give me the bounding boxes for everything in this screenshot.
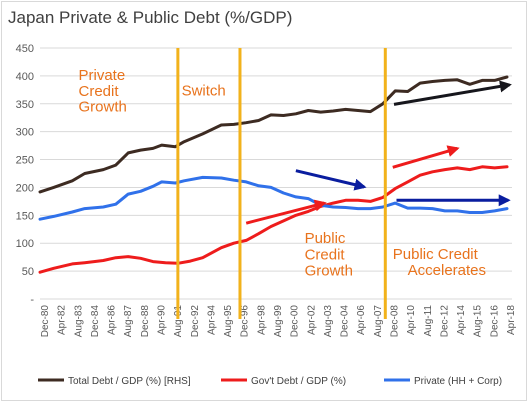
x-tick-label: Apr-94 [206,305,217,335]
y-tick-label: 150 [16,210,34,222]
x-tick-label: Aug-03 [323,305,334,338]
annotation-text: Private [79,67,126,84]
x-tick-label: Dec-88 [140,305,151,338]
annotation-text: Credit [305,246,346,263]
grid-lines [40,47,512,300]
y-tick-label: 50 [22,266,34,278]
y-tick-label: 200 [16,182,34,194]
x-tick-label: Dec-16 [489,305,500,338]
x-tick-label: Apr-10 [406,305,417,335]
y-axis: - 50 100 150 200 250 300 350 400 450 [16,43,35,306]
x-tick-label: Apr-18 [506,305,517,335]
trend-arrow [245,199,327,225]
y-tick-label: 250 [16,155,34,167]
legend-label: Gov't Debt / GDP (%) [251,376,346,387]
y-tick-label: 400 [16,71,34,83]
x-tick-label: Aug-99 [273,305,284,338]
y-tick-label: 300 [16,127,34,139]
annotation-text: Switch [182,82,226,99]
x-tick-label: Apr-02 [306,305,317,335]
x-tick-label: Apr-82 [57,305,68,335]
annotation-text: Public Credit [393,246,479,263]
legend: Total Debt / GDP (%) [RHS] Gov't Debt / G… [38,376,502,387]
annotation-text: Credit [79,83,120,100]
x-tick-label: Aug-95 [223,305,234,338]
trend-arrow [393,80,512,106]
x-tick-label: Dec-08 [390,305,401,338]
x-tick-label: Apr-98 [256,305,267,335]
x-tick-label: Aug-07 [373,305,384,338]
series-line [38,75,509,194]
series-lines [38,75,509,274]
trend-arrow [392,145,460,169]
x-tick-label: Dec-00 [290,305,301,338]
trend-arrows [245,80,512,225]
y-tick-label: 350 [16,99,34,111]
x-tick-label: Aug-83 [73,305,84,338]
y-tick-label: 100 [16,238,34,250]
x-tick-label: Aug-87 [123,305,134,338]
x-tick-label: Aug-11 [423,305,434,337]
annotation-text: Accelerates [408,262,486,279]
x-tick-label: Dec-12 [439,305,450,338]
trend-arrow [295,169,367,191]
vertical-markers [176,48,387,319]
legend-label: Total Debt / GDP (%) [RHS] [68,376,191,387]
x-tick-label: Aug-91 [173,305,184,338]
x-tick-label: Aug-15 [473,305,484,338]
y-tick-label: - [30,294,34,306]
chart-title: Japan Private & Public Debt (%/GDP) [8,8,293,27]
x-tick-label: Apr-90 [157,305,168,335]
x-tick-label: Dec-92 [190,305,201,338]
x-tick-label: Apr-86 [107,305,118,335]
y-tick-label: 450 [16,43,34,55]
annotation-text: Growth [79,99,127,116]
x-tick-label: Apr-06 [356,305,367,335]
legend-label: Private (HH + Corp) [414,376,502,387]
annotation-text: Growth [305,263,353,280]
x-tick-label: Apr-14 [456,305,467,335]
x-axis: Dec-80 Apr-82 Aug-83 Dec-84 Apr-86 Aug-87 Dec-… [40,305,517,338]
annotation-text: Public [305,230,346,247]
annotations: PrivateCreditGrowthSwitchPublicCreditGro… [79,67,487,280]
series-line [38,175,509,221]
x-tick-label: Dec-96 [240,305,251,338]
x-tick-label: Dec-84 [90,305,101,338]
series-line [38,165,509,274]
x-tick-label: Dec-04 [340,305,351,338]
x-tick-label: Dec-80 [40,305,51,338]
